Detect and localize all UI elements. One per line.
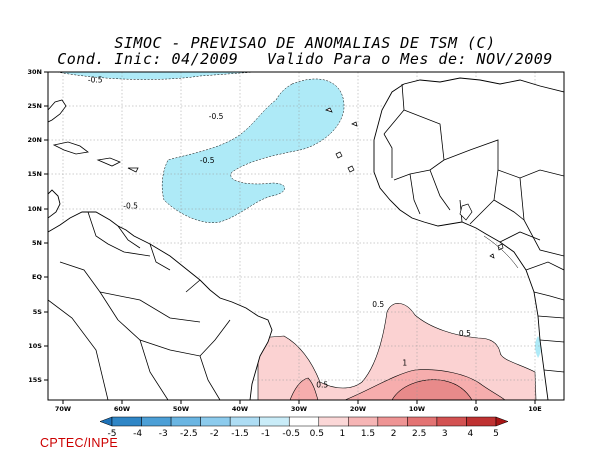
- coastal-contour: [483, 235, 519, 269]
- colorbar-swatch: [170, 416, 201, 427]
- colorbar-swatch: [495, 416, 509, 427]
- colorbar-swatch: [436, 416, 467, 427]
- colorbar-label: 5: [493, 429, 499, 439]
- lat-label-15n: 15N: [28, 170, 43, 178]
- colorbar-label: -4: [133, 429, 142, 439]
- contour-label: 0.5: [316, 381, 328, 390]
- colorbar-swatch: [259, 416, 290, 427]
- colorbar-label: -2: [210, 429, 219, 439]
- lon-label-20w: 20W: [350, 405, 366, 413]
- florida-coast: [48, 99, 67, 123]
- colorbar-label: -0.5: [282, 429, 300, 439]
- colorbar-label: -2.5: [180, 429, 198, 439]
- colorbar-swatch: [318, 416, 349, 427]
- chart-subtitle: Cond. Inic: 04/2009 Valido Para o Mes de…: [57, 50, 553, 68]
- colorbar-label: 1.5: [361, 429, 375, 439]
- contour-label: -0.5: [209, 112, 224, 121]
- africa-borders: [383, 83, 564, 373]
- negative-anomaly-region: [535, 336, 541, 358]
- colorbar-swatch: [141, 416, 172, 427]
- positive-anomaly-region: [257, 303, 537, 400]
- positive-anomaly-region: [289, 377, 319, 400]
- contour-label: -0.5: [123, 202, 138, 211]
- lon-tick-marks: [62, 400, 536, 404]
- contour-label: 1: [402, 359, 407, 368]
- colorbar: -5 -4 -3 -2.5 -2 -1.5 -1 -0.5 0.5 1 1.5 2 2.5 3 4 5: [99, 416, 509, 439]
- south-america-borders: [48, 211, 231, 400]
- lon-label-30w: 30W: [291, 405, 307, 413]
- colorbar-swatch: [111, 416, 142, 427]
- negative-anomaly-region: [161, 78, 345, 223]
- colorbar-swatch: [200, 416, 231, 427]
- colorbar-label: 3: [442, 429, 448, 439]
- colorbar-swatch: [348, 416, 379, 427]
- chart-title: SIMOC - PREVISAO DE ANOMALIAS DE TSM (C): [114, 34, 496, 52]
- gulf-islands: [489, 243, 504, 259]
- lat-label-20n: 20N: [28, 136, 43, 144]
- lon-label-0: 0: [474, 405, 479, 413]
- lat-label-5n: 5N: [32, 239, 42, 247]
- colorbar-label: 4: [468, 429, 474, 439]
- contour-labels: -0.5 -0.5 -0.5 -0.5 0.5 0.5 1 0.5: [88, 75, 471, 389]
- caribbean-islands: [52, 141, 139, 173]
- volta-lake: [459, 203, 473, 221]
- lon-label-70w: 70W: [55, 405, 71, 413]
- colorbar-swatch: [229, 416, 260, 427]
- lon-label-60w: 60W: [114, 405, 130, 413]
- lon-label-10e: 10E: [528, 405, 542, 413]
- contour-label: 0.5: [372, 300, 384, 309]
- colorbar-label: -1: [261, 429, 270, 439]
- central-america-landmass: [48, 189, 61, 219]
- lat-label-eq: EQ: [32, 273, 42, 281]
- colorbar-label: 0.5: [310, 429, 324, 439]
- colorbar-label: -3: [159, 429, 168, 439]
- contour-label: -0.5: [88, 75, 103, 84]
- south-america-landmass: [48, 211, 273, 400]
- colorbar-swatch: [288, 416, 320, 427]
- atlantic-islands: [325, 107, 358, 173]
- lat-label-30n: 30N: [28, 68, 43, 76]
- colorbar-swatch: [99, 416, 113, 427]
- lon-label-50w: 50W: [173, 405, 189, 413]
- lon-label-40w: 40W: [232, 405, 248, 413]
- colorbar-label: 2: [391, 429, 397, 439]
- contour-label: -0.5: [200, 156, 215, 165]
- colorbar-swatch: [377, 416, 408, 427]
- map-frame: [47, 71, 565, 401]
- colorbar-label: 1: [340, 429, 346, 439]
- colorbar-label: -5: [108, 429, 117, 439]
- lat-label-15s: 15S: [28, 376, 42, 384]
- lat-label-10n: 10N: [28, 205, 43, 213]
- lat-label-10s: 10S: [28, 342, 42, 350]
- lat-tick-marks: [44, 71, 48, 381]
- colorbar-swatch: [466, 416, 497, 427]
- negative-anomaly-region: [56, 72, 256, 80]
- contour-label: 0.5: [459, 329, 471, 338]
- colorbar-swatch: [407, 416, 438, 427]
- lat-label-25n: 25N: [28, 102, 43, 110]
- colorbar-label: -1.5: [231, 429, 249, 439]
- colorbar-label: 2.5: [412, 429, 426, 439]
- credit-label: CPTEC/INPE: [40, 436, 119, 450]
- lat-label-5s: 5S: [33, 308, 43, 316]
- lon-label-10w: 10W: [409, 405, 425, 413]
